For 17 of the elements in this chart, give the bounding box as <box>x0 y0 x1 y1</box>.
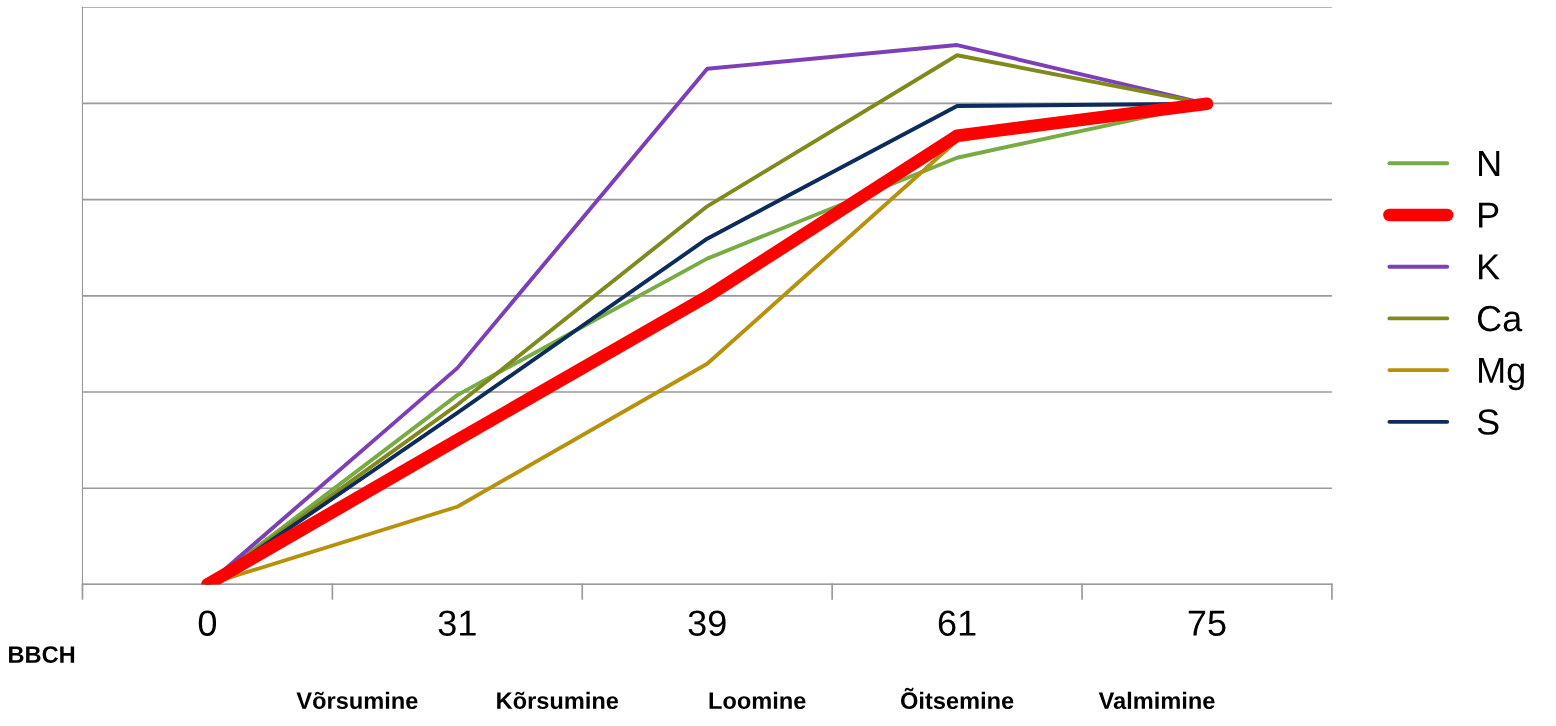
text: Õitsemine <box>900 687 1014 710</box>
x-tick-label: 0 <box>198 610 217 636</box>
text: Kõrsumine <box>497 691 619 710</box>
x-axis-title: BBCH <box>9 646 75 663</box>
legend-label: S <box>1477 409 1499 435</box>
text: Loomine <box>709 691 806 710</box>
x-tick-label: 61 <box>938 610 976 636</box>
legend-label: K <box>1479 254 1500 280</box>
legend-label: Ca <box>1477 305 1523 332</box>
x-tick-label: 31 <box>438 610 476 636</box>
x-tick-label: 39 <box>688 610 726 636</box>
text: Võrsumine <box>296 691 418 710</box>
text: Valmimine <box>1098 691 1215 710</box>
x-tick-label: 75 <box>1188 610 1226 636</box>
legend-label: N <box>1479 151 1500 176</box>
legend-label: Mg <box>1479 357 1524 391</box>
legend-label: P <box>1479 202 1499 228</box>
